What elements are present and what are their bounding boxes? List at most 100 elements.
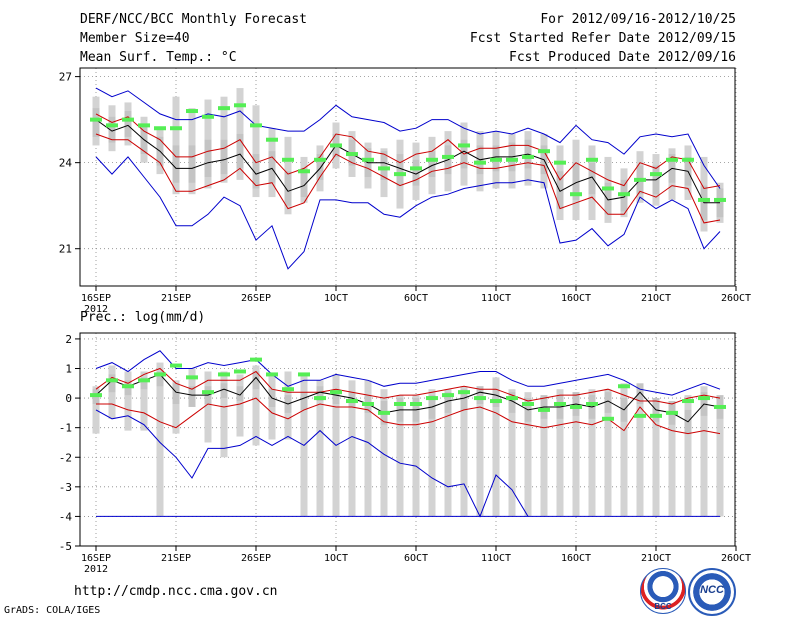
temp-plot-frame bbox=[79, 67, 736, 287]
prec-iqr-box bbox=[444, 392, 452, 413]
temp-iqr-box bbox=[268, 151, 276, 183]
temp-iqr-box bbox=[284, 171, 292, 206]
temp-iqr-box bbox=[588, 162, 596, 195]
temp-x-tick-label: 11OCT bbox=[481, 293, 511, 304]
temp-x-tick-label: 6OCT bbox=[404, 293, 428, 304]
prec-observed-marker bbox=[202, 390, 214, 395]
prec-spread-box bbox=[508, 389, 516, 517]
prec-iqr-box bbox=[492, 389, 500, 407]
ncc-logo: NCC bbox=[688, 568, 736, 616]
prec-iqr-box bbox=[332, 389, 340, 404]
prec-observed-marker bbox=[266, 372, 278, 377]
temp-iqr-box bbox=[380, 151, 388, 180]
prec-x-tick-label: 1OCT bbox=[324, 553, 348, 564]
temp-observed-marker bbox=[330, 143, 342, 148]
temp-observed-marker bbox=[394, 172, 406, 177]
prec-line-upper bbox=[95, 367, 721, 405]
temp-y-tick-label: 27 bbox=[59, 71, 72, 84]
temp-observed-marker bbox=[410, 166, 422, 171]
temp-observed-marker bbox=[650, 172, 662, 177]
temp-iqr-box bbox=[236, 133, 244, 169]
prec-spread-box bbox=[236, 374, 244, 437]
prec-observed-marker bbox=[506, 396, 518, 401]
temp-y-tick-label: 24 bbox=[59, 157, 73, 170]
ncc-logo-text: NCC bbox=[700, 584, 724, 596]
prec-observed-marker bbox=[474, 396, 486, 401]
prec-iqr-box bbox=[140, 377, 148, 390]
temp-observed-marker bbox=[602, 186, 614, 191]
temp-observed-marker bbox=[442, 154, 454, 159]
temp-x-tick-label: 21OCT bbox=[641, 293, 671, 304]
prec-observed-marker bbox=[714, 404, 726, 409]
prec-observed-marker bbox=[218, 372, 230, 377]
temp-line-min bbox=[95, 156, 721, 270]
prec-observed-marker bbox=[170, 363, 182, 368]
temp-observed-marker bbox=[506, 157, 518, 162]
prec-observed-marker bbox=[330, 390, 342, 395]
temp-year-label: 2012 bbox=[84, 304, 108, 315]
prec-spread-box bbox=[316, 380, 324, 517]
prec-observed-marker bbox=[154, 372, 166, 377]
temp-observed-marker bbox=[346, 152, 358, 157]
temp-observed-marker bbox=[618, 192, 630, 197]
prec-observed-marker bbox=[314, 396, 326, 401]
prec-spread-box bbox=[140, 371, 148, 431]
prec-observed-marker bbox=[394, 402, 406, 406]
temp-observed-marker bbox=[634, 177, 646, 182]
prec-observed-marker bbox=[106, 378, 118, 383]
temp-iqr-box bbox=[188, 145, 196, 183]
prec-spread-box bbox=[124, 371, 132, 431]
temp-observed-marker bbox=[106, 123, 118, 128]
temp-iqr-box bbox=[604, 182, 612, 215]
prec-iqr-box bbox=[236, 386, 244, 402]
temp-observed-marker bbox=[202, 114, 214, 119]
temp-x-tick-label: 26OCT bbox=[721, 293, 751, 304]
prec-spread-box bbox=[572, 392, 580, 517]
prec-y-tick-label: -5 bbox=[59, 540, 72, 553]
prec-spread-box bbox=[396, 395, 404, 517]
prec-observed-marker bbox=[538, 407, 550, 412]
prec-observed-marker bbox=[122, 384, 134, 389]
prec-iqr-box bbox=[636, 383, 644, 404]
prec-iqr-box bbox=[172, 383, 180, 404]
prec-spread-box bbox=[156, 362, 164, 517]
prec-observed-marker bbox=[378, 410, 390, 415]
prec-spread-box bbox=[684, 395, 692, 517]
prec-spread-box bbox=[476, 386, 484, 517]
prec-line-max bbox=[95, 350, 721, 396]
prec-spread-box bbox=[204, 371, 212, 443]
prec-observed-marker bbox=[186, 375, 198, 380]
temp-iqr-box bbox=[572, 162, 580, 200]
prec-iqr-box bbox=[604, 392, 612, 413]
prec-spread-box bbox=[412, 395, 420, 517]
prec-iqr-box bbox=[460, 389, 468, 410]
prec-observed-marker bbox=[426, 396, 438, 401]
prec-observed-marker bbox=[522, 402, 534, 406]
prec-iqr-box bbox=[508, 392, 516, 413]
prec-observed-marker bbox=[234, 369, 246, 374]
temp-observed-marker bbox=[170, 126, 182, 131]
temp-observed-marker bbox=[522, 154, 534, 159]
temp-iqr-box bbox=[108, 116, 116, 143]
prec-spread-box bbox=[492, 377, 500, 517]
prec-observed-marker bbox=[250, 357, 262, 362]
temp-observed-marker bbox=[714, 197, 726, 202]
prec-x-tick-label: 26SEP bbox=[241, 553, 271, 564]
fcst-started-date: Fcst Started Refer Date 2012/09/15 bbox=[469, 31, 736, 46]
source-url[interactable]: http://cmdp.ncc.cma.gov.cn bbox=[74, 584, 278, 599]
prec-x-tick-label: 21SEP bbox=[161, 553, 191, 564]
temp-observed-marker bbox=[122, 117, 134, 122]
prec-spread-box bbox=[604, 389, 612, 517]
prec-observed-marker bbox=[650, 413, 662, 418]
prec-spread-box bbox=[588, 389, 596, 517]
prec-spread-box bbox=[220, 371, 228, 458]
temp-iqr-box bbox=[172, 145, 180, 183]
prec-y-tick-label: 2 bbox=[65, 333, 72, 346]
prec-observed-marker bbox=[570, 404, 582, 409]
prec-iqr-box bbox=[316, 386, 324, 402]
temp-iqr-box bbox=[300, 168, 308, 198]
prec-y-tick-label: -4 bbox=[59, 510, 73, 523]
prec-observed-marker bbox=[634, 413, 646, 418]
temp-iqr-box bbox=[412, 159, 420, 186]
